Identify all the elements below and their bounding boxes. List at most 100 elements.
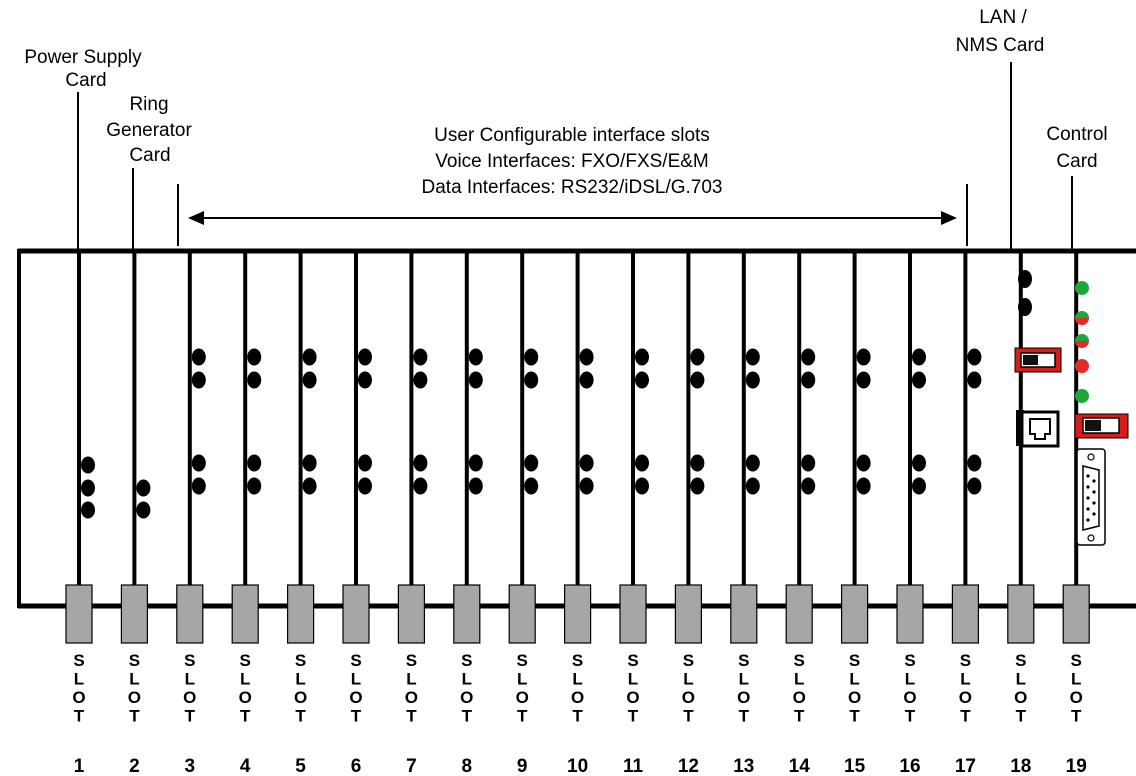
slot-pull-tab[interactable] [785, 584, 813, 644]
lan-nms-card-components [1014, 270, 1062, 448]
slot-pull-tab[interactable] [951, 584, 980, 644]
status-led-icon [358, 371, 372, 389]
slot-word-letter: T [462, 707, 473, 726]
slot-pull-tab[interactable] [120, 584, 149, 644]
status-led-icon [302, 454, 317, 472]
slot-pull-tab[interactable] [840, 584, 869, 644]
slot-pull-tab[interactable] [896, 584, 924, 644]
slot-number: 14 [789, 756, 811, 776]
slot-pull-tab[interactable] [453, 584, 481, 644]
rj45-port-body [1020, 410, 1060, 448]
slot-pull-tab[interactable] [563, 584, 592, 644]
power-supply-callout: Power Supply Card [24, 47, 142, 250]
slot-word-letter: O [349, 688, 362, 707]
slot-word-letter: T [849, 707, 860, 726]
db9-pin [1092, 501, 1096, 505]
slot-number: 12 [678, 756, 699, 776]
lan-nms-callout: LAN / NMS Card [956, 7, 1044, 250]
rj45-port-icon[interactable] [1016, 410, 1060, 448]
slot-word-letter: S [572, 651, 583, 670]
ring-generator-label-line2: Generator [106, 120, 192, 141]
slot-word-letter: L [683, 670, 693, 689]
slot-word-letter: L [240, 670, 250, 689]
slot-pull-tab[interactable] [1062, 584, 1090, 644]
db9-serial-port-icon[interactable] [1076, 448, 1106, 546]
slot-word-letter: O [626, 688, 639, 707]
slot-word-letter: L [351, 670, 361, 689]
slot-word-letter: T [129, 707, 140, 726]
slot-word-letter: O [516, 688, 529, 707]
control-dip-switch[interactable] [1074, 413, 1129, 439]
slot-pull-tab[interactable] [730, 584, 758, 644]
status-led-icon [191, 348, 206, 366]
slot-word-letter: S [406, 651, 417, 670]
status-led-icon [524, 477, 539, 495]
status-led-icon [745, 454, 760, 472]
slot-word-letter: L [628, 670, 638, 689]
lan-nms-label-line1: LAN / [979, 7, 1027, 28]
slot-pull-tab[interactable] [508, 584, 536, 644]
status-led-bicolor-mid-green [1075, 334, 1089, 341]
slot-word-letter: S [517, 651, 528, 670]
arrowhead-right-icon [941, 211, 957, 225]
slot-number: 11 [623, 756, 644, 776]
control-card-label-line1: Control [1046, 124, 1107, 145]
slot-pull-tab[interactable] [1007, 584, 1035, 644]
status-led-icon [912, 477, 926, 495]
slot-word-letter: S [683, 651, 694, 670]
slot-pull-tab[interactable] [619, 584, 647, 644]
status-led-icon [690, 454, 705, 472]
status-led-icon [302, 348, 317, 366]
slot-word-letter: T [739, 707, 750, 726]
status-led-icon [801, 454, 816, 472]
slot-number: 13 [733, 756, 754, 776]
lan-dip-switch[interactable] [1014, 347, 1062, 373]
slot-pull-tab[interactable] [65, 584, 93, 644]
slot-word-letter: O [1070, 688, 1083, 707]
status-led-icon [81, 456, 95, 474]
slot-pull-tab[interactable] [287, 584, 315, 644]
status-led-icon [524, 348, 539, 366]
db9-pin [1086, 474, 1090, 478]
db9-pin [1092, 512, 1096, 516]
slot-number: 3 [185, 756, 196, 776]
slot-pull-tab[interactable] [342, 584, 370, 644]
slot-word-letter: S [960, 651, 971, 670]
status-led-icon [856, 477, 871, 495]
slot-pull-tab[interactable] [176, 584, 204, 644]
status-led-icon [358, 477, 372, 495]
slot-number: 4 [240, 756, 251, 776]
slot-word-letter: L [295, 670, 305, 689]
status-led-icon [967, 371, 982, 389]
slot-word-letter: O [1014, 688, 1027, 707]
slot-pull-tab[interactable] [674, 584, 703, 644]
user-slots-callout: User Configurable interface slots Voice … [177, 125, 968, 246]
slot-pull-tab[interactable] [231, 584, 259, 644]
status-led-icon [856, 348, 871, 366]
control-card-components [1074, 281, 1129, 546]
status-led-icon [579, 371, 594, 389]
slot-pull-tab[interactable] [397, 584, 425, 644]
slot-word-letter: L [185, 670, 195, 689]
db9-screw-top [1087, 453, 1095, 461]
status-led-icon [801, 477, 816, 495]
